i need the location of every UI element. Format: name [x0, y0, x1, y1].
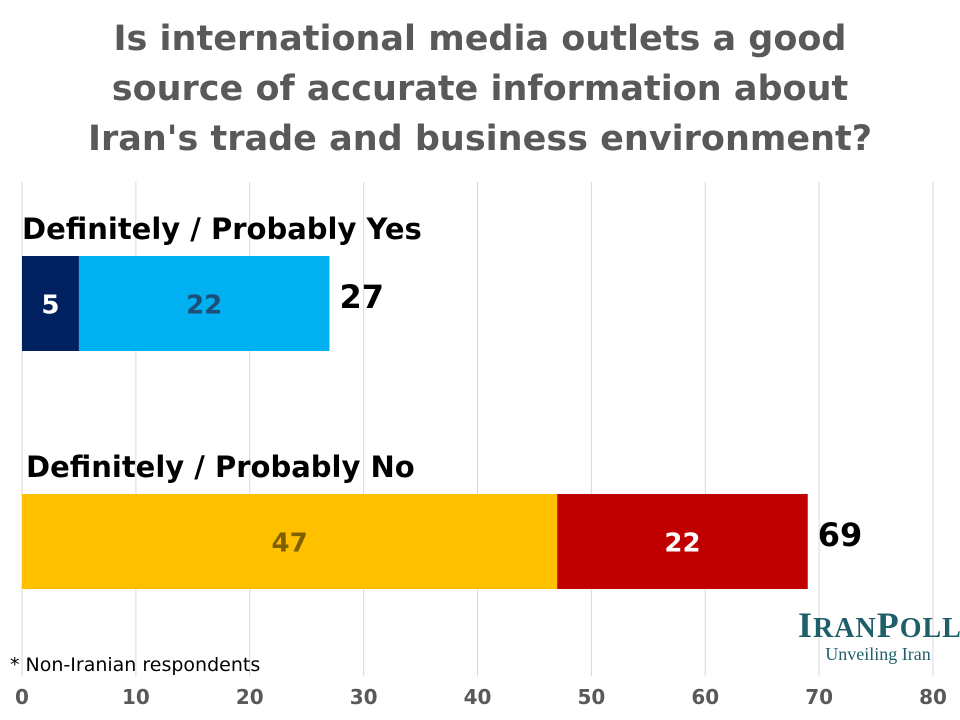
bar-segment-1-0	[22, 494, 558, 589]
x-tick-label-60: 60	[691, 685, 719, 709]
data-label-0-1: 22	[186, 291, 222, 321]
x-tick-label-70: 70	[805, 685, 833, 709]
x-tick-label-50: 50	[577, 685, 605, 709]
x-tick-label-20: 20	[236, 685, 264, 709]
data-label-1-1: 22	[664, 529, 700, 559]
x-tick-label-10: 10	[122, 685, 150, 709]
bar-segment-0-1	[78, 256, 330, 351]
data-label-1-0: 47	[272, 529, 308, 559]
data-label-0-0: 5	[41, 291, 59, 321]
title-line-3: Iran's trade and business environment?	[87, 119, 873, 159]
title-line-2: source of accurate information about	[111, 69, 849, 109]
chart-title: Is international media outlets a good so…	[0, 14, 960, 164]
iranpoll-logo: IRANPOLL Unveiling Iran	[798, 604, 960, 665]
group-label-no: Definitely / Probably No	[26, 450, 415, 484]
bar-segment-0-0	[22, 256, 79, 351]
x-tick-label-0: 0	[15, 685, 29, 709]
logo-tagline: Unveiling Iran	[825, 644, 931, 664]
title-line-1: Is international media outlets a good	[113, 19, 847, 59]
x-tick-label-40: 40	[464, 685, 492, 709]
total-label-no: 69	[817, 515, 863, 554]
x-tick-label-80: 80	[919, 685, 947, 709]
x-tick-label-30: 30	[350, 685, 378, 709]
bar-segment-1-1	[557, 494, 808, 589]
logo-wordmark: IRANPOLL	[798, 605, 960, 645]
group-label-yes: Definitely / Probably Yes	[22, 212, 422, 246]
footnote: * Non-Iranian respondents	[10, 654, 261, 676]
total-label-yes: 27	[339, 277, 384, 316]
